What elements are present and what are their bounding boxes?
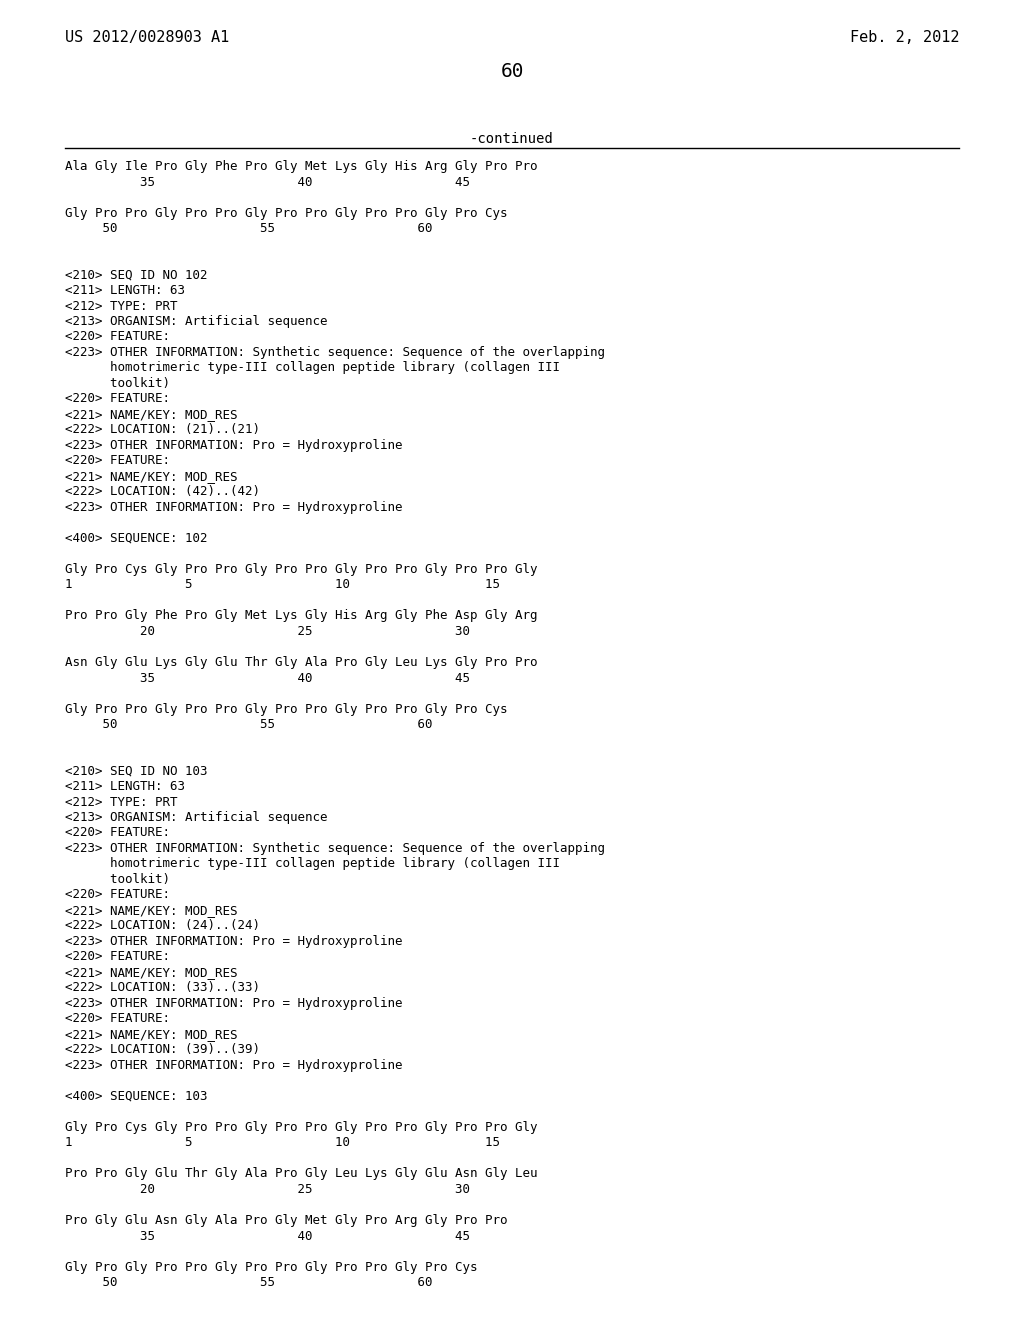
Text: <222> LOCATION: (42)..(42): <222> LOCATION: (42)..(42)	[65, 486, 260, 499]
Text: <400> SEQUENCE: 103: <400> SEQUENCE: 103	[65, 1090, 208, 1104]
Text: 35                   40                   45: 35 40 45	[65, 672, 470, 685]
Text: <210> SEQ ID NO 102: <210> SEQ ID NO 102	[65, 268, 208, 281]
Text: Pro Pro Gly Phe Pro Gly Met Lys Gly His Arg Gly Phe Asp Gly Arg: Pro Pro Gly Phe Pro Gly Met Lys Gly His …	[65, 610, 538, 623]
Text: Gly Pro Cys Gly Pro Pro Gly Pro Pro Gly Pro Pro Gly Pro Pro Gly: Gly Pro Cys Gly Pro Pro Gly Pro Pro Gly …	[65, 1121, 538, 1134]
Text: <211> LENGTH: 63: <211> LENGTH: 63	[65, 780, 185, 793]
Text: <223> OTHER INFORMATION: Synthetic sequence: Sequence of the overlapping: <223> OTHER INFORMATION: Synthetic seque…	[65, 346, 605, 359]
Text: <221> NAME/KEY: MOD_RES: <221> NAME/KEY: MOD_RES	[65, 904, 238, 917]
Text: Gly Pro Gly Pro Pro Gly Pro Pro Gly Pro Pro Gly Pro Cys: Gly Pro Gly Pro Pro Gly Pro Pro Gly Pro …	[65, 1261, 477, 1274]
Text: 50                   55                   60: 50 55 60	[65, 718, 432, 731]
Text: 1               5                   10                  15: 1 5 10 15	[65, 578, 500, 591]
Text: <222> LOCATION: (33)..(33): <222> LOCATION: (33)..(33)	[65, 982, 260, 994]
Text: <223> OTHER INFORMATION: Pro = Hydroxyproline: <223> OTHER INFORMATION: Pro = Hydroxypr…	[65, 997, 402, 1010]
Text: Ala Gly Ile Pro Gly Phe Pro Gly Met Lys Gly His Arg Gly Pro Pro: Ala Gly Ile Pro Gly Phe Pro Gly Met Lys …	[65, 160, 538, 173]
Text: <400> SEQUENCE: 102: <400> SEQUENCE: 102	[65, 532, 208, 545]
Text: <221> NAME/KEY: MOD_RES: <221> NAME/KEY: MOD_RES	[65, 1028, 238, 1041]
Text: 35                   40                   45: 35 40 45	[65, 176, 470, 189]
Text: <220> FEATURE:: <220> FEATURE:	[65, 1012, 170, 1026]
Text: Pro Gly Glu Asn Gly Ala Pro Gly Met Gly Pro Arg Gly Pro Pro: Pro Gly Glu Asn Gly Ala Pro Gly Met Gly …	[65, 1214, 508, 1228]
Text: <211> LENGTH: 63: <211> LENGTH: 63	[65, 284, 185, 297]
Text: toolkit): toolkit)	[65, 873, 170, 886]
Text: Asn Gly Glu Lys Gly Glu Thr Gly Ala Pro Gly Leu Lys Gly Pro Pro: Asn Gly Glu Lys Gly Glu Thr Gly Ala Pro …	[65, 656, 538, 669]
Text: -continued: -continued	[470, 132, 554, 147]
Text: 60: 60	[501, 62, 523, 81]
Text: <220> FEATURE:: <220> FEATURE:	[65, 888, 170, 902]
Text: 50                   55                   60: 50 55 60	[65, 222, 432, 235]
Text: 1               5                   10                  15: 1 5 10 15	[65, 1137, 500, 1150]
Text: <223> OTHER INFORMATION: Pro = Hydroxyproline: <223> OTHER INFORMATION: Pro = Hydroxypr…	[65, 440, 402, 451]
Text: US 2012/0028903 A1: US 2012/0028903 A1	[65, 30, 229, 45]
Text: homotrimeric type-III collagen peptide library (collagen III: homotrimeric type-III collagen peptide l…	[65, 362, 560, 375]
Text: <220> FEATURE:: <220> FEATURE:	[65, 330, 170, 343]
Text: <223> OTHER INFORMATION: Synthetic sequence: Sequence of the overlapping: <223> OTHER INFORMATION: Synthetic seque…	[65, 842, 605, 855]
Text: Feb. 2, 2012: Feb. 2, 2012	[850, 30, 959, 45]
Text: <223> OTHER INFORMATION: Pro = Hydroxyproline: <223> OTHER INFORMATION: Pro = Hydroxypr…	[65, 502, 402, 513]
Text: <213> ORGANISM: Artificial sequence: <213> ORGANISM: Artificial sequence	[65, 315, 328, 327]
Text: 20                   25                   30: 20 25 30	[65, 624, 470, 638]
Text: homotrimeric type-III collagen peptide library (collagen III: homotrimeric type-III collagen peptide l…	[65, 858, 560, 870]
Text: <210> SEQ ID NO 103: <210> SEQ ID NO 103	[65, 764, 208, 777]
Text: <222> LOCATION: (39)..(39): <222> LOCATION: (39)..(39)	[65, 1044, 260, 1056]
Text: <221> NAME/KEY: MOD_RES: <221> NAME/KEY: MOD_RES	[65, 470, 238, 483]
Text: <212> TYPE: PRT: <212> TYPE: PRT	[65, 796, 177, 808]
Text: Gly Pro Pro Gly Pro Pro Gly Pro Pro Gly Pro Pro Gly Pro Cys: Gly Pro Pro Gly Pro Pro Gly Pro Pro Gly …	[65, 702, 508, 715]
Text: <223> OTHER INFORMATION: Pro = Hydroxyproline: <223> OTHER INFORMATION: Pro = Hydroxypr…	[65, 1059, 402, 1072]
Text: <221> NAME/KEY: MOD_RES: <221> NAME/KEY: MOD_RES	[65, 408, 238, 421]
Text: <221> NAME/KEY: MOD_RES: <221> NAME/KEY: MOD_RES	[65, 966, 238, 979]
Text: <220> FEATURE:: <220> FEATURE:	[65, 392, 170, 405]
Text: <213> ORGANISM: Artificial sequence: <213> ORGANISM: Artificial sequence	[65, 810, 328, 824]
Text: <220> FEATURE:: <220> FEATURE:	[65, 826, 170, 840]
Text: 50                   55                   60: 50 55 60	[65, 1276, 432, 1290]
Text: <222> LOCATION: (24)..(24): <222> LOCATION: (24)..(24)	[65, 920, 260, 932]
Text: toolkit): toolkit)	[65, 378, 170, 389]
Text: Gly Pro Pro Gly Pro Pro Gly Pro Pro Gly Pro Pro Gly Pro Cys: Gly Pro Pro Gly Pro Pro Gly Pro Pro Gly …	[65, 206, 508, 219]
Text: <220> FEATURE:: <220> FEATURE:	[65, 950, 170, 964]
Text: 35                   40                   45: 35 40 45	[65, 1229, 470, 1242]
Text: 20                   25                   30: 20 25 30	[65, 1183, 470, 1196]
Text: <223> OTHER INFORMATION: Pro = Hydroxyproline: <223> OTHER INFORMATION: Pro = Hydroxypr…	[65, 935, 402, 948]
Text: Pro Pro Gly Glu Thr Gly Ala Pro Gly Leu Lys Gly Glu Asn Gly Leu: Pro Pro Gly Glu Thr Gly Ala Pro Gly Leu …	[65, 1167, 538, 1180]
Text: <222> LOCATION: (21)..(21): <222> LOCATION: (21)..(21)	[65, 424, 260, 437]
Text: Gly Pro Cys Gly Pro Pro Gly Pro Pro Gly Pro Pro Gly Pro Pro Gly: Gly Pro Cys Gly Pro Pro Gly Pro Pro Gly …	[65, 564, 538, 576]
Text: <220> FEATURE:: <220> FEATURE:	[65, 454, 170, 467]
Text: <212> TYPE: PRT: <212> TYPE: PRT	[65, 300, 177, 313]
